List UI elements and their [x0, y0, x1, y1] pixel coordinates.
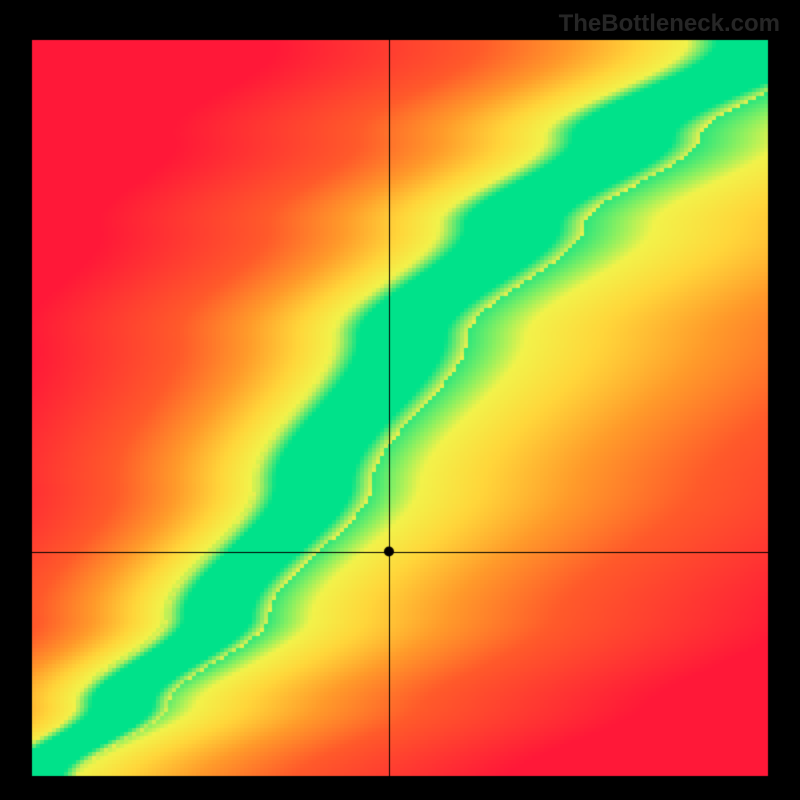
watermark-text: TheBottleneck.com — [559, 10, 780, 38]
bottleneck-heatmap — [0, 0, 800, 800]
chart-container: TheBottleneck.com — [0, 0, 800, 800]
